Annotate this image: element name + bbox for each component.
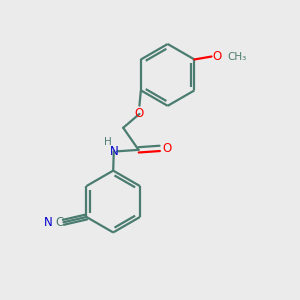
Text: C: C [56, 216, 64, 229]
Text: O: O [162, 142, 171, 155]
Text: O: O [135, 107, 144, 120]
Text: N: N [44, 216, 52, 229]
Text: N: N [110, 145, 118, 158]
Text: CH₃: CH₃ [228, 52, 247, 61]
Text: O: O [213, 50, 222, 63]
Text: H: H [104, 137, 112, 147]
